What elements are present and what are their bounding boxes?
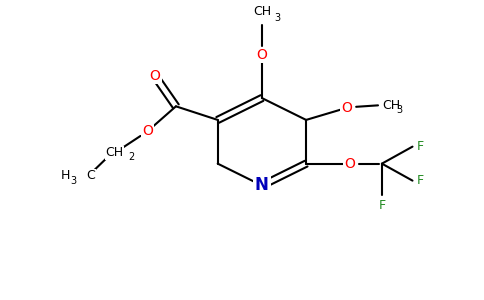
Text: H: H (60, 169, 70, 182)
Text: CH: CH (253, 5, 271, 18)
Text: O: O (142, 124, 153, 138)
Text: F: F (378, 199, 385, 212)
Text: C: C (87, 169, 95, 182)
Text: CH: CH (382, 99, 400, 112)
Text: CH: CH (106, 146, 124, 160)
Text: O: O (257, 48, 267, 62)
Text: F: F (416, 174, 424, 187)
Text: 3: 3 (274, 13, 281, 23)
Text: O: O (342, 101, 352, 115)
Text: N: N (255, 176, 269, 194)
Text: O: O (150, 69, 161, 83)
Text: 2: 2 (128, 152, 135, 162)
Text: F: F (416, 140, 424, 153)
Text: 3: 3 (396, 105, 403, 115)
Text: 3: 3 (71, 176, 76, 186)
Text: O: O (344, 157, 355, 171)
